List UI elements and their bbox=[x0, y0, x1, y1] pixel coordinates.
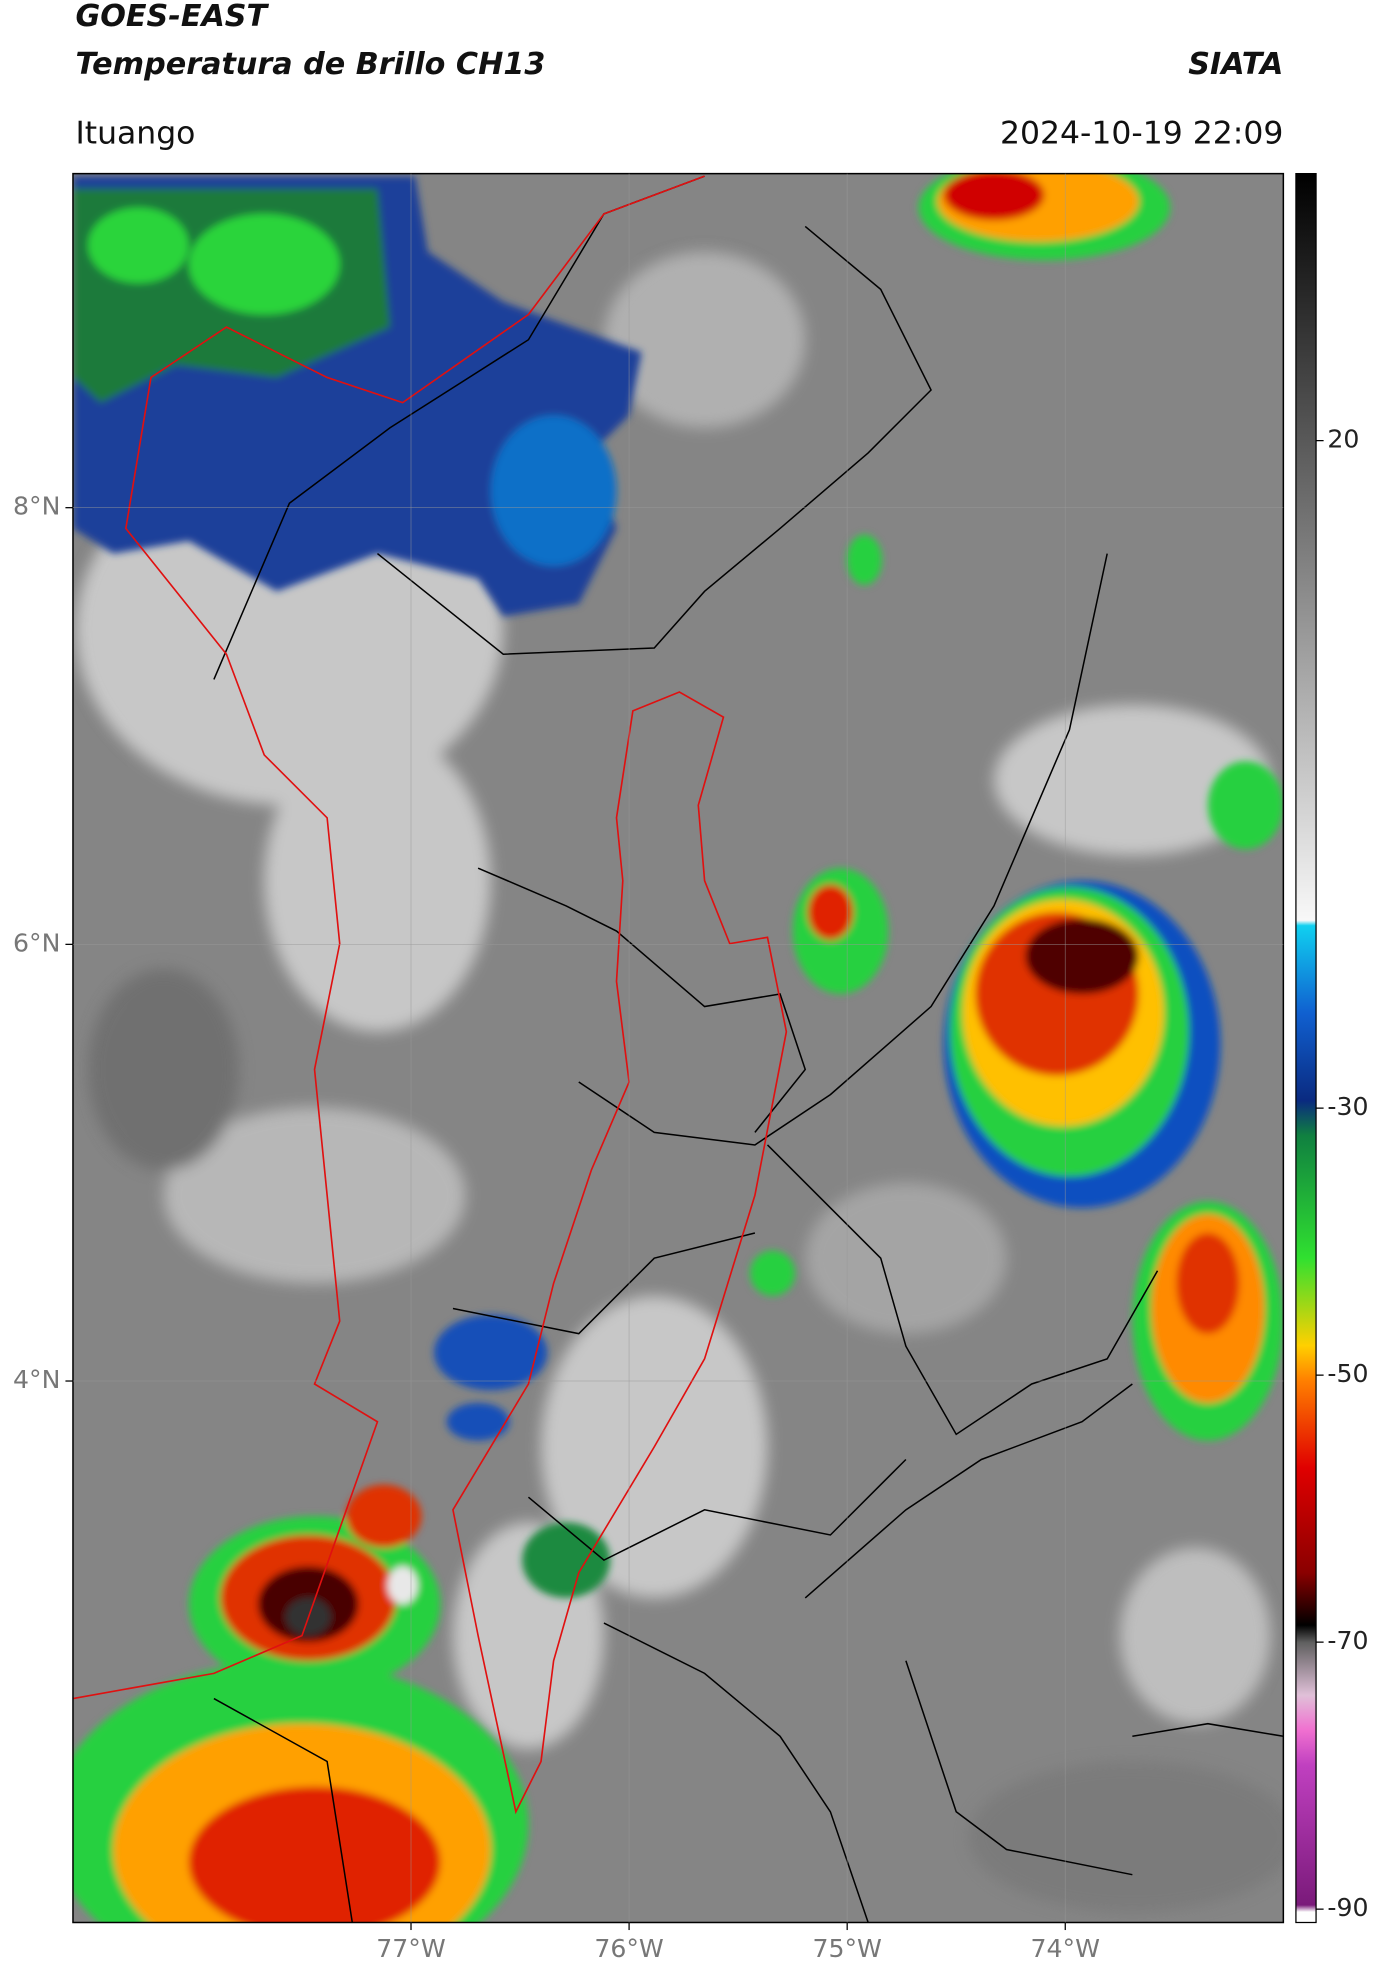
colorbar bbox=[1295, 172, 1317, 1924]
location: Ituango bbox=[75, 116, 195, 152]
x-tick-label: 75°W bbox=[812, 1934, 882, 1963]
colorbar-tick-label: -30 bbox=[1327, 1092, 1368, 1121]
title: GOES-EAST bbox=[75, 0, 269, 34]
y-tick-label: 4°N bbox=[13, 1365, 60, 1394]
y-tick-label: 8°N bbox=[13, 492, 60, 521]
colorbar-tick-label: -90 bbox=[1327, 1893, 1368, 1922]
x-tick-label: 74°W bbox=[1031, 1934, 1101, 1963]
colorbar-tick-label: -70 bbox=[1327, 1626, 1368, 1655]
colorbar-tick-label: -50 bbox=[1327, 1359, 1368, 1388]
y-tick-label: 6°N bbox=[13, 928, 60, 957]
subtitle: Temperatura de Brillo CH13 bbox=[75, 47, 545, 82]
satellite-image bbox=[72, 173, 1284, 1923]
x-tick-label: 76°W bbox=[594, 1934, 664, 1963]
colorbar-tick-label: 20 bbox=[1327, 425, 1359, 454]
source: SIATA bbox=[1188, 47, 1283, 82]
x-tick-label: 77°W bbox=[376, 1934, 446, 1963]
datetime: 2024-10-19 22:09 bbox=[1000, 116, 1283, 152]
axes: 77°W 76°W 75°W 74°W 8°N 6°N 4°N 20 -30 -50 -70 -90 bbox=[13, 173, 1368, 1963]
map-frame bbox=[72, 172, 1285, 1924]
